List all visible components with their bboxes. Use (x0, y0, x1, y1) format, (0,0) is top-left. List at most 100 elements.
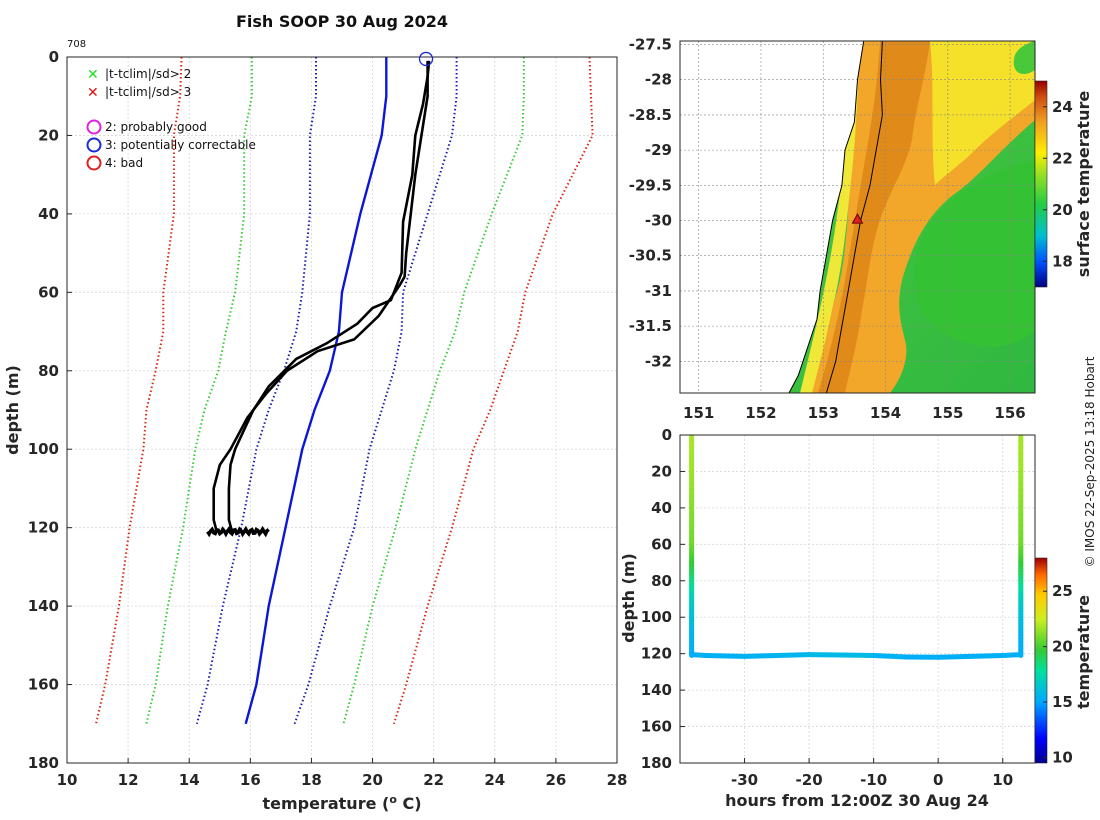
section-bottom-track-segment (703, 652, 748, 659)
profile-y-tick-label: 160 (28, 676, 59, 694)
section-grid (680, 434, 1035, 764)
profile-plot: Fish SOOP 30 Aug 2024 708 10 12 14 16 18 20 22… (3, 12, 627, 813)
profile-bottom-hits (206, 525, 270, 538)
section-y-tick-label: 20 (651, 462, 672, 480)
map-x-tick-label: 151 (683, 404, 714, 422)
map-x-tick-label: 154 (870, 404, 901, 422)
imos-credit: © IMOS 22-Sep-2025 13:18 Hobart (1083, 356, 1097, 567)
profile-x-tick-label: 16 (240, 771, 261, 789)
section-colorbar-tick-label: 10 (1052, 748, 1073, 766)
profile-id-label: 708 (67, 39, 86, 50)
map-x-tick-label: 155 (932, 404, 963, 422)
map-y-tick-label: -29.5 (629, 176, 672, 194)
profile-ylabel: depth (m) (3, 365, 22, 455)
profile-x-tick-label: 22 (423, 771, 444, 789)
section-xlabel: hours from 12:00Z 30 Aug 24 (725, 791, 989, 810)
profile-series-mean-1-sd (195, 57, 317, 725)
profile-qc-flag-marker (418, 51, 434, 67)
legend-marker-qc4 (86, 155, 102, 171)
profile-x-tick-label: 20 (362, 771, 383, 789)
map-y-tick-label: -31.5 (629, 317, 672, 335)
section-colorbar-tick-label: 15 (1052, 693, 1073, 711)
profile-x-tick-label: 24 (484, 771, 505, 789)
section-y-tick-label: 120 (641, 645, 672, 663)
legend-label-qc3: 3: potentially correctable (105, 138, 256, 152)
map-y-tick-label: -32 (645, 352, 672, 370)
profile-x-tick-label: 10 (57, 771, 78, 789)
section-x-tick-label: -20 (796, 771, 823, 789)
section-y-tick-label: 140 (641, 681, 672, 699)
map-land (680, 41, 864, 393)
section-colorbar (1034, 557, 1048, 764)
legend-marker-3sd: ✕ (87, 85, 99, 101)
section-data (689, 435, 1024, 660)
map-colorbar-label: surface temperature (1074, 91, 1093, 278)
profile-y-tick-label: 140 (28, 597, 59, 615)
map-y-tick-label: -27.5 (629, 36, 672, 54)
legend-label-qc2: 2: probably good (105, 120, 207, 134)
profile-xlabel: temperature (o C) (262, 793, 421, 813)
map-y-tick-label: -28 (645, 71, 672, 89)
profile-series-profile-up- (212, 60, 429, 532)
section-bottom-track-segment (871, 652, 909, 660)
map-y-tick-label: -30 (645, 212, 672, 230)
map-grid (680, 41, 1035, 393)
profile-y-tick-label: 80 (38, 362, 59, 380)
map-colorbar-tick-label: 24 (1052, 98, 1073, 116)
profile-series-climatology-mean (244, 57, 388, 725)
section-bottom-track-segment (967, 652, 1006, 659)
map-yellow-band-north (930, 41, 1035, 185)
section-colorbar-tick-label: 20 (1052, 638, 1073, 656)
map-colorbar-ticks: 18 20 22 24 (1043, 98, 1073, 270)
map-colorbar-tick-label: 20 (1052, 201, 1073, 219)
profile-x-tick-label: 26 (545, 771, 566, 789)
map-colorbar-tick-label: 18 (1052, 252, 1073, 270)
profile-y-tick-label: 120 (28, 519, 59, 537)
map-y-tick-label: -31 (645, 282, 672, 300)
profile-y-tick-label: 20 (38, 126, 59, 144)
legend-label-3sd: |t-tclim|/sd> 3 (105, 85, 191, 99)
profile-series-mean-3-sd (392, 57, 594, 725)
profile-y-tick-label: 60 (38, 283, 59, 301)
legend-marker-2sd: ✕ (87, 67, 99, 83)
section-x-tick-label: -10 (860, 771, 887, 789)
section-bottom-track-segment (1000, 652, 1024, 658)
map-green-patch-north (1013, 41, 1035, 75)
profile-series-mean-2-sd (342, 57, 525, 725)
section-y-tick-label: 180 (641, 754, 672, 772)
profile-lines (95, 57, 594, 725)
profile-legend: ✕ |t-tclim|/sd> 2 ✕ |t-tclim|/sd> 3 2: p… (86, 67, 256, 171)
section-y-tick-label: 160 (641, 718, 672, 736)
section-axes-box (679, 434, 1036, 764)
map-ticks: 151 152 153 154 155 156 -27.5 -28 -28.5 -29 -29.5 -… (629, 36, 1026, 422)
legend-marker-qc3 (86, 137, 102, 153)
section-x-tick-label: -30 (731, 771, 758, 789)
section-y-tick-label: 0 (662, 426, 672, 444)
profile-y-tick-label: 0 (49, 48, 59, 66)
map-y-tick-label: -28.5 (629, 106, 672, 124)
profile-ticks: 10 12 14 16 18 20 22 24 26 28 0 20 40 60 80 100 120 140 16… (28, 48, 628, 789)
legend-label-2sd: |t-tclim|/sd> 2 (105, 67, 191, 81)
section-x-tick-label: 10 (992, 771, 1013, 789)
profile-plot-title: Fish SOOP 30 Aug 2024 (236, 12, 448, 31)
section-y-tick-label: 100 (641, 608, 672, 626)
map-y-tick-label: -29 (645, 141, 672, 159)
profile-series-profile-down- (227, 60, 431, 532)
profile-grid (66, 56, 618, 764)
profile-y-tick-label: 100 (28, 440, 59, 458)
map-image (680, 41, 1035, 393)
section-bottom-track-segment (742, 652, 780, 659)
sst-map: 151 152 153 154 155 156 -27.5 -28 -28.5 -29 -29.5 -… (629, 36, 1093, 422)
map-x-tick-label: 156 (994, 404, 1025, 422)
profile-x-tick-label: 18 (301, 771, 322, 789)
section-colorbar-tick-label: 25 (1052, 582, 1073, 600)
map-green-eddy (913, 160, 1035, 347)
map-x-tick-label: 152 (745, 404, 776, 422)
section-y-tick-label: 60 (651, 535, 672, 553)
profile-x-tick-label: 14 (179, 771, 200, 789)
profile-series-mean-2-sd (145, 57, 253, 725)
profile-x-tick-label: 28 (607, 771, 628, 789)
